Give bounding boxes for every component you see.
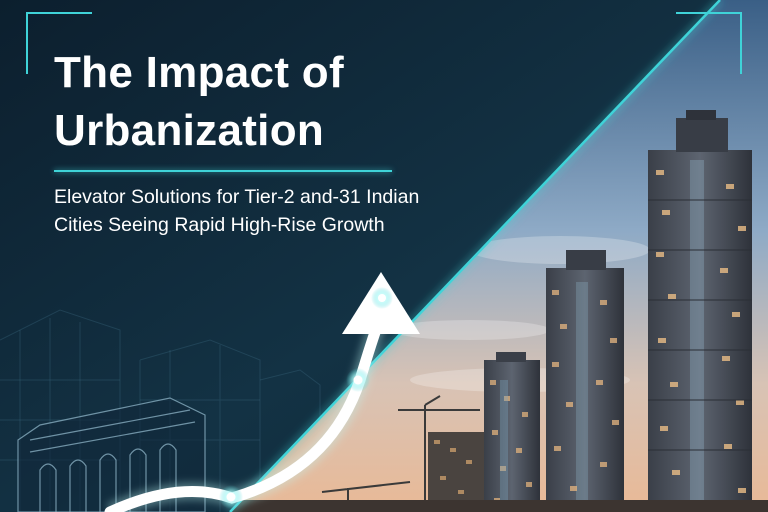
tower-short [484, 352, 540, 512]
poster-subtitle: Elevator Solutions for Tier-2 and-31 Ind… [54, 183, 534, 239]
subtitle-line: Cities Seeing Rapid High-Rise Growth [54, 214, 385, 236]
title-line: The Impact of [54, 48, 344, 97]
diagonal-glow-line [227, 0, 723, 512]
tower-tall [648, 110, 752, 512]
heritage-building-outline [17, 397, 206, 512]
corner-bracket-icon [26, 12, 92, 74]
title-divider [54, 170, 392, 172]
corner-bracket-icon [676, 12, 742, 74]
growth-arrow-icon [104, 272, 420, 512]
subtitle-line: Elevator Solutions for Tier-2 and-31 Ind… [54, 186, 420, 208]
tower-medium [546, 250, 624, 512]
poster-title: The Impact of Urbanization [54, 44, 474, 160]
title-line: Urbanization [54, 106, 325, 155]
